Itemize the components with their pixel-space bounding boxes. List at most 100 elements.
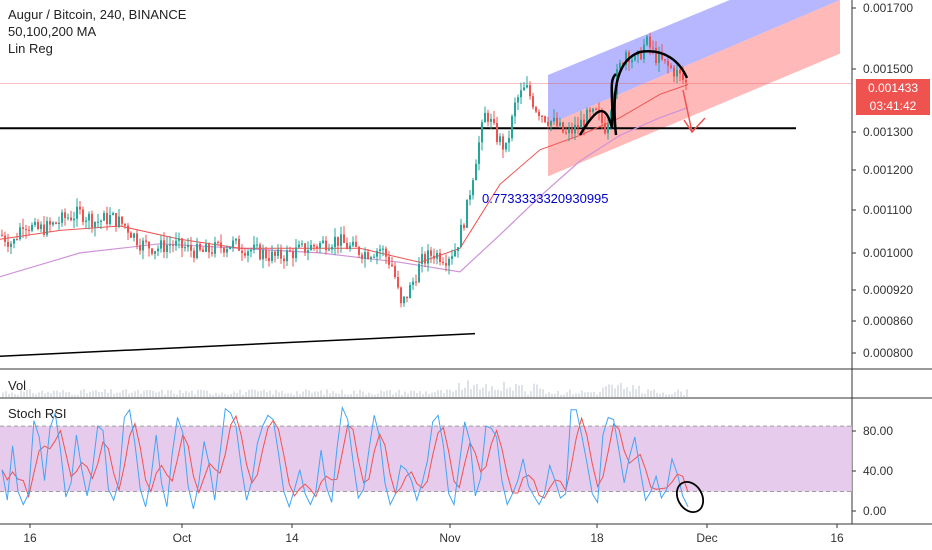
candle-body [370, 257, 372, 259]
candle-body [157, 248, 159, 252]
candle-body [256, 244, 258, 246]
linreg-indicator-label[interactable]: Lin Reg [8, 41, 53, 56]
candle-body [208, 244, 210, 253]
volume-bar [587, 391, 589, 397]
candle-body [16, 239, 18, 241]
volume-bar [275, 389, 277, 397]
candle-body [85, 220, 87, 222]
volume-bar [329, 393, 331, 397]
volume-bar [572, 394, 574, 397]
candle-body [388, 256, 390, 265]
candle-body [670, 65, 672, 68]
stoch-k-line [1, 405, 689, 510]
volume-bar [620, 382, 622, 397]
volume-bar [203, 390, 205, 397]
candle-body [19, 227, 21, 240]
candle-body [424, 254, 426, 264]
volume-bar [296, 391, 298, 397]
volume-bar [539, 388, 541, 397]
volume-bar [416, 392, 418, 397]
candle-body [490, 118, 492, 122]
volume-bar [428, 393, 430, 397]
volume-bar [77, 394, 79, 397]
volume-bar [611, 384, 613, 397]
volume-bar [380, 390, 382, 397]
bar-countdown-tag: 03:41:42 [856, 97, 930, 115]
volume-bar [413, 390, 415, 397]
volume-bar [536, 384, 538, 397]
volume-bar [557, 391, 559, 397]
volume-bar [266, 392, 268, 397]
candle-body [313, 244, 315, 247]
stoch-d-line [1, 414, 689, 499]
volume-bar [215, 392, 217, 397]
candle-body [136, 233, 138, 246]
candle-body [70, 217, 72, 221]
volume-bar [251, 389, 253, 397]
candle-body [10, 243, 12, 247]
candle-body [250, 249, 252, 252]
volume-bar [608, 384, 610, 397]
ma-50-line [0, 84, 689, 263]
volume-bar [338, 393, 340, 397]
candle-body [127, 225, 129, 233]
candle-body [268, 258, 270, 261]
volume-bar [680, 391, 682, 397]
stoch-rsi-pane-label[interactable]: Stoch RSI [8, 406, 67, 421]
volume-bar [386, 390, 388, 397]
volume-bar [308, 390, 310, 397]
candle-body [349, 245, 351, 249]
volume-bar [347, 394, 349, 397]
time-tick-label: Dec [696, 531, 717, 545]
volume-bar [143, 390, 145, 397]
candle-body [610, 111, 612, 125]
candle-body [601, 112, 603, 124]
volume-bar [674, 392, 676, 397]
volume-bar [440, 390, 442, 397]
candle-body [565, 132, 567, 134]
volume-bar [92, 391, 94, 397]
volume-bar [116, 392, 118, 397]
volume-bar [434, 392, 436, 397]
volume-bar [461, 389, 463, 397]
volume-bar [632, 384, 634, 397]
volume-bar [149, 389, 151, 397]
candle-body [94, 222, 96, 228]
volume-bar [533, 383, 535, 397]
candle-body [58, 222, 60, 224]
volume-bar [167, 390, 169, 397]
volume-bar [524, 391, 526, 397]
volume-bar [518, 385, 520, 397]
candle-body [25, 228, 27, 230]
candle-body [31, 224, 33, 231]
volume-bar [554, 393, 556, 397]
vol-pane-label[interactable]: Vol [8, 378, 27, 393]
volume-bar [221, 392, 223, 397]
candle-body [415, 281, 417, 283]
volume-bar [53, 390, 55, 397]
candle-body [169, 244, 171, 246]
volume-bar [593, 392, 595, 397]
candle-body [580, 119, 582, 128]
candle-body [241, 250, 243, 254]
volume-bar [629, 391, 631, 397]
volume-bar [245, 392, 247, 397]
candle-body [529, 85, 531, 97]
volume-bar [56, 390, 58, 397]
volume-bar [479, 389, 481, 397]
candle-body [376, 250, 378, 257]
stoch-tick-label: 0.00 [863, 504, 887, 518]
volume-bar [563, 394, 565, 397]
ma-indicator-label[interactable]: 50,100,200 MA [8, 24, 97, 39]
volume-bar [455, 389, 457, 397]
candle-body [223, 248, 225, 253]
candle-body [154, 251, 156, 254]
volume-bar [11, 392, 13, 397]
volume-bar [473, 384, 475, 397]
volume-bar [197, 389, 199, 397]
candle-body [118, 216, 120, 227]
candle-body [226, 248, 228, 253]
volume-bar [68, 391, 70, 397]
volume-bar [344, 394, 346, 397]
